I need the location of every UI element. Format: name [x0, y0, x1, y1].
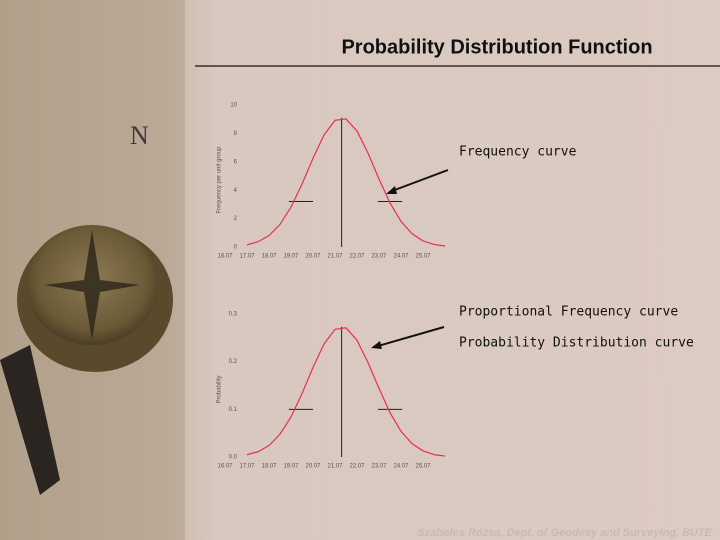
y-tick-label: 0.2	[229, 359, 238, 365]
y-tick-label: 4	[234, 188, 238, 194]
x-tick-label: 19.07	[283, 254, 299, 260]
arrow	[377, 326, 445, 347]
footer: Szabolcs Rózsa, Dept. of Geodesy and Sur…	[417, 527, 712, 539]
x-tick-label: 22.07	[349, 464, 365, 470]
x-tick-label: 25.07	[415, 464, 431, 470]
arrowhead	[371, 341, 382, 349]
slide-title: Probability Distribution Function	[341, 36, 652, 58]
arrow	[391, 169, 449, 192]
y-tick-label: 0	[234, 245, 238, 251]
x-tick-label: 25.07	[415, 254, 431, 260]
compass-rose	[44, 230, 140, 340]
y-tick-label: 6	[234, 159, 238, 165]
x-tick-label: 17.07	[239, 464, 255, 470]
curve	[246, 327, 446, 457]
x-tick-label: 17.07	[239, 254, 255, 260]
x-tick-label: 16.07	[217, 254, 233, 260]
x-tick-label: 18.07	[261, 254, 277, 260]
ruler	[0, 345, 60, 495]
y-tick-label: 0.1	[229, 407, 238, 413]
x-tick-label: 21.07	[327, 254, 343, 260]
x-tick-label: 24.07	[393, 254, 409, 260]
annotation: Probability Distribution curve	[459, 336, 694, 351]
x-tick-label: 22.07	[349, 254, 365, 260]
x-tick-label: 20.07	[305, 464, 321, 470]
y-tick-label: 0.3	[229, 312, 238, 318]
annotation: Proportional Frequency curve	[459, 305, 678, 320]
x-tick-label: 19.07	[283, 464, 299, 470]
x-tick-label: 23.07	[371, 254, 387, 260]
y-axis-label: Frequency per unit group	[217, 146, 223, 214]
arrowhead	[386, 186, 397, 194]
annotation: Frequency curve	[459, 145, 577, 160]
x-tick-label: 16.07	[217, 464, 233, 470]
y-tick-label: 8	[234, 131, 238, 137]
y-tick-label: 10	[230, 103, 237, 109]
y-tick-label: 2	[234, 216, 238, 222]
map-letter: N	[130, 121, 149, 150]
x-tick-label: 24.07	[393, 464, 409, 470]
x-tick-label: 20.07	[305, 254, 321, 260]
x-tick-label: 23.07	[371, 464, 387, 470]
y-axis-label: Probability	[217, 375, 223, 403]
curve	[246, 118, 446, 247]
x-tick-label: 21.07	[327, 464, 343, 470]
y-tick-label: 0.0	[229, 455, 238, 461]
x-tick-label: 18.07	[261, 464, 277, 470]
